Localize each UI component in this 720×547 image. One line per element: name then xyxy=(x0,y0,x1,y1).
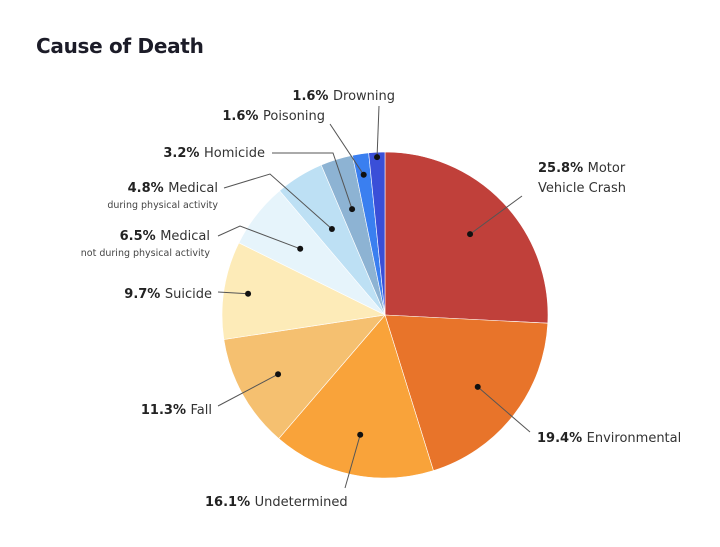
slice-label: 6.5% Medical xyxy=(120,229,210,244)
label-dot xyxy=(474,383,481,390)
slice-sublabel: during physical activity xyxy=(107,200,218,211)
leader-line xyxy=(272,152,353,210)
pie-slice-fall xyxy=(223,314,386,440)
pie-slice-environmental xyxy=(384,314,549,472)
pie-slice-undetermined xyxy=(278,314,434,479)
leader-line xyxy=(223,173,333,230)
label-dot xyxy=(374,154,381,161)
pie-slice-suicide xyxy=(221,242,386,340)
label-dot xyxy=(360,171,367,178)
slice-label: 9.7% Suicide xyxy=(124,287,212,302)
slice-sublabel: not during physical activity xyxy=(81,248,211,259)
slice-label-line2: Vehicle Crash xyxy=(538,181,626,196)
leader-line xyxy=(477,386,531,433)
leader-line xyxy=(344,434,361,489)
label-dot xyxy=(349,206,356,213)
leader-line xyxy=(217,225,301,250)
leader-line xyxy=(329,123,365,176)
leader-line xyxy=(469,195,523,235)
label-dot xyxy=(357,431,364,438)
slice-label: 16.1% Undetermined xyxy=(205,495,348,510)
slice-label: 3.2% Homicide xyxy=(163,146,265,161)
slice-label: 1.6% Drowning xyxy=(292,89,395,104)
label-dot xyxy=(467,231,474,238)
pie-slice-motor-vehicle-crash xyxy=(384,151,549,324)
slice-label: 4.8% Medical xyxy=(128,181,218,196)
slice-label: 11.3% Fall xyxy=(141,403,212,418)
label-dot xyxy=(328,225,335,232)
leader-line xyxy=(217,291,249,295)
slice-label: 19.4% Environmental xyxy=(537,431,681,446)
leader-line xyxy=(376,105,380,158)
slice-label: 1.6% Poisoning xyxy=(222,109,325,124)
label-dot xyxy=(245,290,252,297)
label-dot xyxy=(275,371,282,378)
leader-line xyxy=(217,373,279,407)
label-dot xyxy=(297,245,304,252)
chart-title: Cause of Death xyxy=(36,34,204,58)
slice-label: 25.8% Motor xyxy=(538,161,626,176)
